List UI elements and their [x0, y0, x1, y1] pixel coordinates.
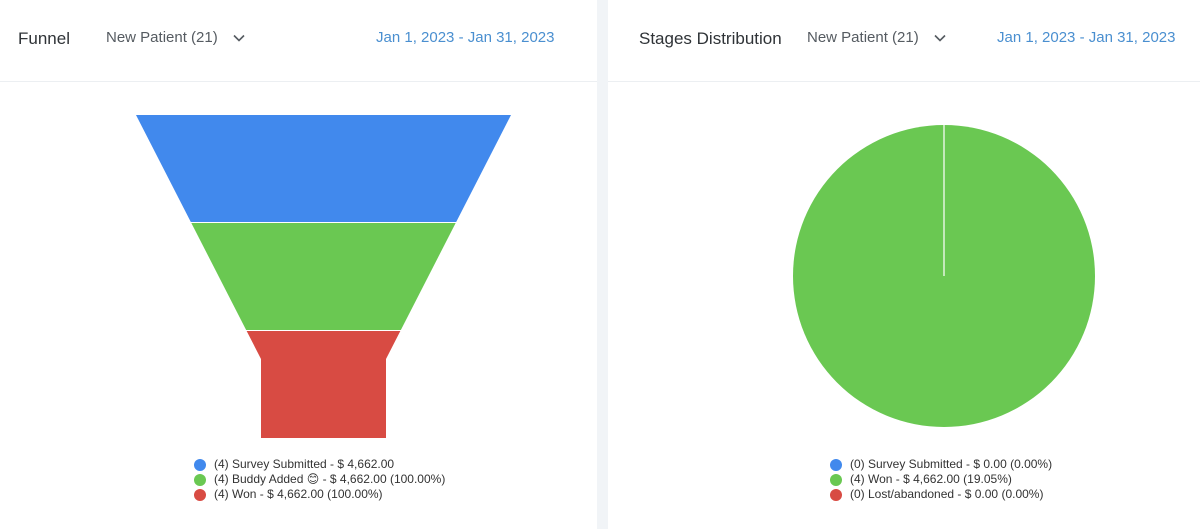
stages-date-range[interactable]: Jan 1, 2023 - Jan 31, 2023 — [997, 29, 1176, 46]
stages-legend: (0) Survey Submitted - $ 0.00 (0.00%) (4)… — [830, 457, 1052, 502]
legend-dot-icon — [830, 488, 842, 501]
funnel-date-range[interactable]: Jan 1, 2023 - Jan 31, 2023 — [376, 29, 555, 46]
stages-pipeline-select-label: New Patient (21) — [807, 29, 919, 46]
stages-legend-item[interactable]: (0) Survey Submitted - $ 0.00 (0.00%) — [830, 457, 1052, 472]
funnel-pipeline-select-label: New Patient (21) — [106, 29, 218, 46]
stages-pie-chart — [793, 125, 1095, 427]
funnel-pipeline-select[interactable]: New Patient (21) — [106, 29, 246, 46]
stages-panel-header: Stages Distribution New Patient (21) Jan… — [608, 0, 1200, 82]
legend-label: (0) Survey Submitted - $ 0.00 (0.00%) — [850, 457, 1053, 471]
funnel-panel: Funnel New Patient (21) Jan 1, 2023 - Ja… — [0, 0, 597, 529]
legend-dot-icon — [194, 458, 206, 471]
funnel-legend-item[interactable]: (4) Survey Submitted - $ 4,662.00 — [194, 457, 445, 472]
legend-dot-icon — [194, 488, 206, 501]
funnel-legend-item[interactable]: (4) Buddy Added 😊 - $ 4,662.00 (100.00%) — [194, 472, 445, 487]
funnel-segment[interactable] — [191, 223, 456, 330]
chevron-down-icon — [934, 34, 946, 42]
stages-title: Stages Distribution — [639, 29, 782, 48]
chevron-down-icon — [233, 34, 245, 42]
funnel-title: Funnel — [18, 29, 70, 48]
legend-label: (4) Buddy Added 😊 - $ 4,662.00 (100.00%) — [214, 472, 446, 486]
funnel-panel-header: Funnel New Patient (21) Jan 1, 2023 - Ja… — [0, 0, 597, 82]
legend-label: (4) Won - $ 4,662.00 (100.00%) — [214, 487, 383, 501]
funnel-segment[interactable] — [246, 331, 401, 438]
funnel-legend: (4) Survey Submitted - $ 4,662.00 (4) Bud… — [194, 457, 445, 502]
stages-legend-item[interactable]: (4) Won - $ 4,662.00 (19.05%) — [830, 472, 1052, 487]
funnel-legend-item[interactable]: (4) Won - $ 4,662.00 (100.00%) — [194, 487, 445, 502]
legend-label: (0) Lost/abandoned - $ 0.00 (0.00%) — [850, 487, 1044, 501]
legend-dot-icon — [194, 473, 206, 486]
stages-pipeline-select[interactable]: New Patient (21) — [807, 29, 947, 46]
funnel-chart — [136, 115, 511, 438]
legend-label: (4) Won - $ 4,662.00 (19.05%) — [850, 472, 1012, 486]
stages-legend-item[interactable]: (0) Lost/abandoned - $ 0.00 (0.00%) — [830, 487, 1052, 502]
stages-panel: Stages Distribution New Patient (21) Jan… — [608, 0, 1200, 529]
legend-dot-icon — [830, 458, 842, 471]
legend-dot-icon — [830, 473, 842, 486]
legend-label: (4) Survey Submitted - $ 4,662.00 — [214, 457, 395, 471]
funnel-segment[interactable] — [136, 115, 511, 222]
